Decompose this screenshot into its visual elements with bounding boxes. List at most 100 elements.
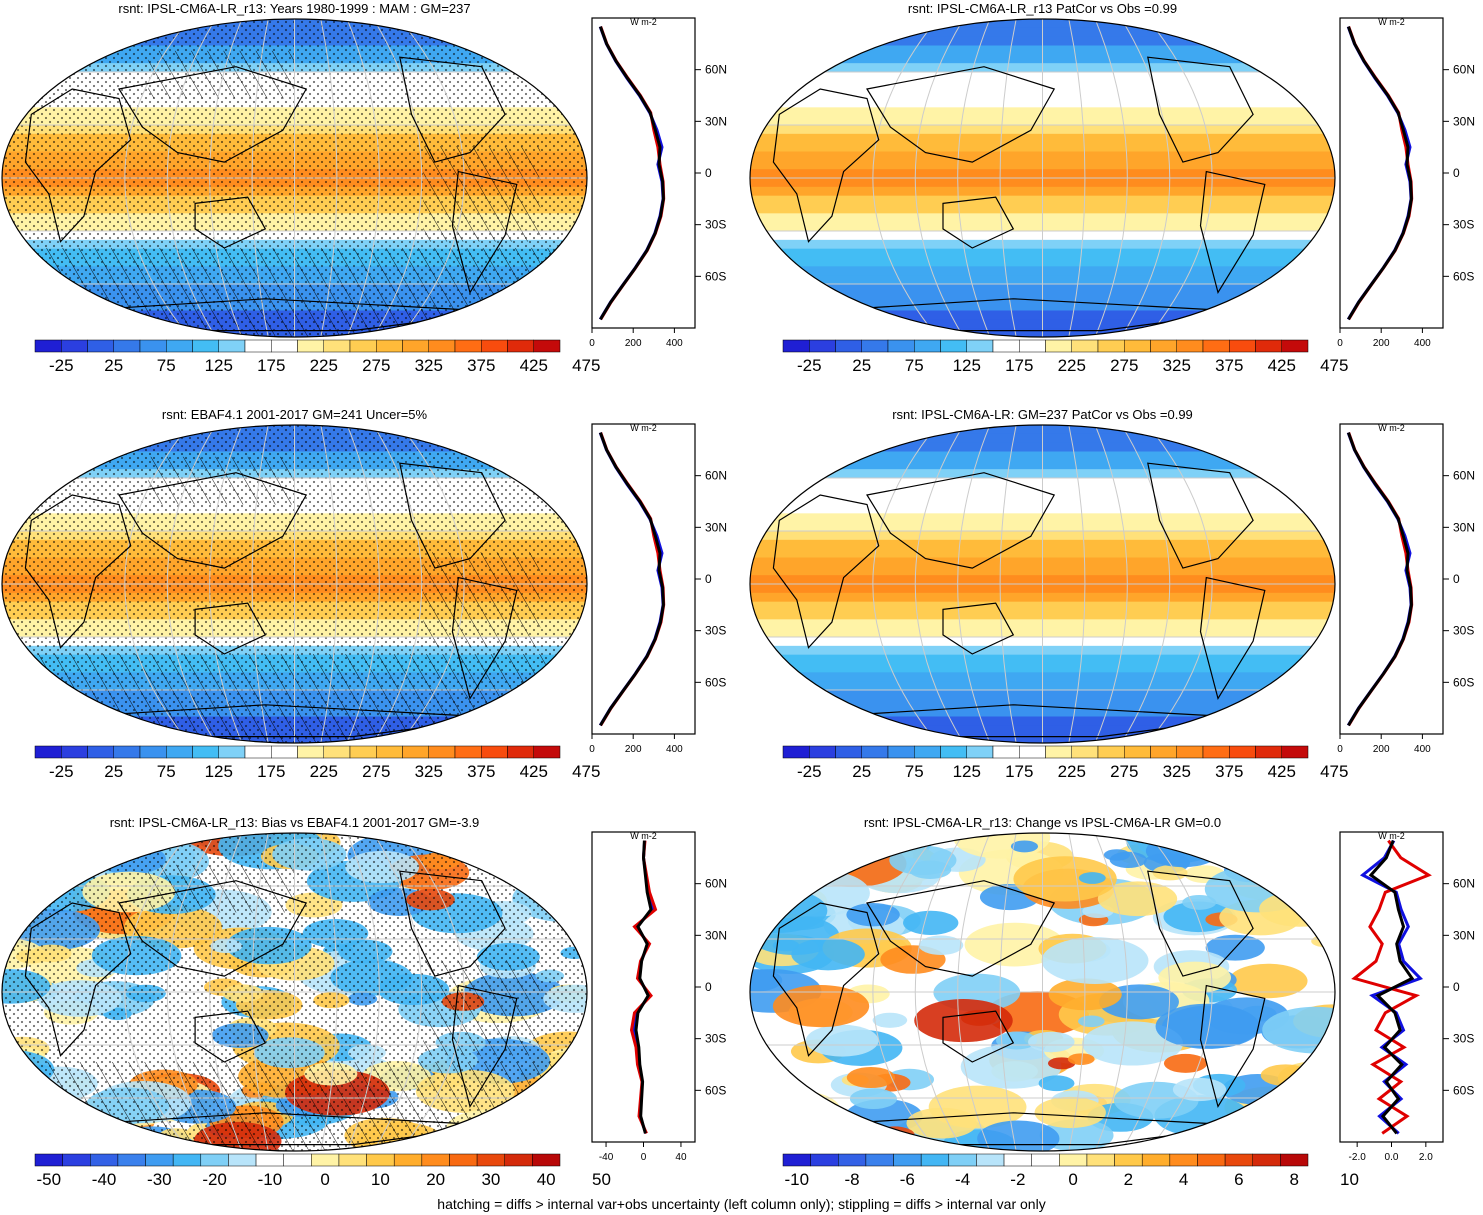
colorbar-swatch <box>1003 1153 1032 1167</box>
continent-outline <box>24 494 132 649</box>
colorbar-tick-label: -2 <box>1010 1170 1025 1189</box>
anomaly-blob <box>1078 1015 1105 1028</box>
reference-line <box>1368 840 1415 1135</box>
colorbar-swatch <box>1097 745 1125 759</box>
colorbar-swatch <box>810 1153 839 1167</box>
colorbar-swatch <box>865 1153 894 1167</box>
anomaly-blob <box>1039 1119 1114 1151</box>
colorbar-tick-label: -25 <box>49 356 74 375</box>
x-tick-label: 200 <box>1373 744 1390 755</box>
anomaly-blob <box>1260 1064 1311 1087</box>
lat-tick-label: 30N <box>1453 928 1475 942</box>
colorbar-tick-label: 375 <box>467 762 495 781</box>
colorbar-swatch <box>1124 745 1151 759</box>
lat-tick-label: 30N <box>1453 520 1475 534</box>
colorbar-swatch <box>1141 1153 1171 1167</box>
anomaly-blob <box>566 1102 587 1115</box>
lat-tick-label: 0 <box>705 166 712 180</box>
map-field <box>2 425 587 743</box>
colorbar-swatch <box>1097 339 1125 353</box>
colorbar-swatch <box>34 745 62 759</box>
graticule-line <box>209 425 243 743</box>
colorbar-tick-label: 475 <box>572 356 600 375</box>
colorbar-swatch <box>87 745 114 759</box>
anomaly-blob <box>1013 856 1117 902</box>
anomaly-blob <box>2 1098 60 1146</box>
anomaly-blob <box>772 985 870 1028</box>
panel-title: rsnt: IPSL-CM6A-LR_r13: Years 1980-1999 … <box>118 1 471 16</box>
colorbar-swatch <box>349 339 377 353</box>
colorbar-swatch <box>992 745 1020 759</box>
continent-outline <box>772 494 880 649</box>
anomaly-blob <box>18 1073 47 1086</box>
colorbar-swatch <box>887 745 915 759</box>
colorbar-tick-label: 0 <box>320 1170 329 1189</box>
graticule-line <box>1094 19 1128 337</box>
colorbar-tick-label: 125 <box>953 356 981 375</box>
colorbar-swatch <box>200 1153 229 1167</box>
lat-tick-label: 30N <box>705 520 727 534</box>
colorbar-tick-label: -50 <box>37 1170 62 1189</box>
colorbar-tick-label: 175 <box>257 356 285 375</box>
colorbar-tick-label: 225 <box>1058 762 1086 781</box>
lat-tick-label: 60N <box>705 63 727 77</box>
panel-title: rsnt: EBAF4.1 2001-2017 GM=241 Uncer=5% <box>161 407 428 422</box>
graticule-line <box>999 19 1017 337</box>
graticule-line <box>872 19 938 337</box>
colorbar-swatch <box>402 339 429 353</box>
graticule-line <box>1094 833 1128 1151</box>
continent-outline <box>451 984 518 1109</box>
colorbar-swatch <box>113 339 141 353</box>
colorbar-tick-label: 20 <box>426 1170 445 1189</box>
colorbar-swatch <box>393 1153 423 1167</box>
colorbar-swatch <box>338 1153 367 1167</box>
anomaly-blob <box>1028 1031 1075 1053</box>
colorbar-tick-label: 25 <box>852 356 871 375</box>
lat-tick-label: 30S <box>705 218 726 232</box>
lat-tick-label: 0 <box>1453 980 1460 994</box>
anomaly-blob <box>1259 891 1335 927</box>
colorbar-swatch <box>1150 745 1177 759</box>
colorbar-tick-label: -25 <box>797 762 822 781</box>
anomaly-blob <box>2 843 61 888</box>
colorbar-swatch <box>1176 339 1204 353</box>
anomaly-blob <box>750 897 774 915</box>
anomaly-blob <box>1010 840 1039 853</box>
continent-outline <box>1199 170 1266 295</box>
graticule-line <box>1147 833 1213 1151</box>
colorbar-swatch <box>283 1153 312 1167</box>
anomaly-blob <box>805 1024 879 1057</box>
colorbar-tick-label: 225 <box>1058 356 1086 375</box>
colorbar-swatch <box>920 1153 950 1167</box>
colorbar-tick-label: 325 <box>1163 356 1191 375</box>
map-border <box>749 832 1336 1152</box>
anomaly-blob <box>977 1120 1060 1151</box>
anomaly-blob <box>2 1107 54 1135</box>
graticule-line <box>373 833 423 1151</box>
anomaly-blob <box>903 910 959 935</box>
colorbar-swatch <box>218 339 246 353</box>
map-panel <box>1 424 588 744</box>
lat-tick-label: 60S <box>1453 675 1474 689</box>
lat-tick-label: 30S <box>1453 1032 1474 1046</box>
graticule-line <box>914 833 964 1151</box>
x-tick-label: -2.0 <box>1349 1152 1367 1163</box>
continent-outline <box>1147 56 1254 163</box>
colorbar-tick-label: 75 <box>157 762 176 781</box>
colorbar-tick-label: 175 <box>257 762 285 781</box>
colorbar-swatch <box>166 339 193 353</box>
colorbar-tick-label: 4 <box>1179 1170 1188 1189</box>
colorbar-tick-label: -10 <box>258 1170 283 1189</box>
anomaly-blob <box>1155 1003 1259 1049</box>
colorbar-swatch <box>1224 1153 1253 1167</box>
graticule-line <box>166 19 216 337</box>
anomaly-blob <box>1078 872 1106 884</box>
x-tick-label: 400 <box>666 338 683 349</box>
colorbar-swatch <box>61 745 88 759</box>
lat-tick-label: 30S <box>1453 624 1474 638</box>
continent-outline <box>1147 870 1254 977</box>
graticule-line <box>957 425 991 743</box>
colorbar-swatch <box>271 339 298 353</box>
anomaly-blob <box>750 1090 841 1130</box>
